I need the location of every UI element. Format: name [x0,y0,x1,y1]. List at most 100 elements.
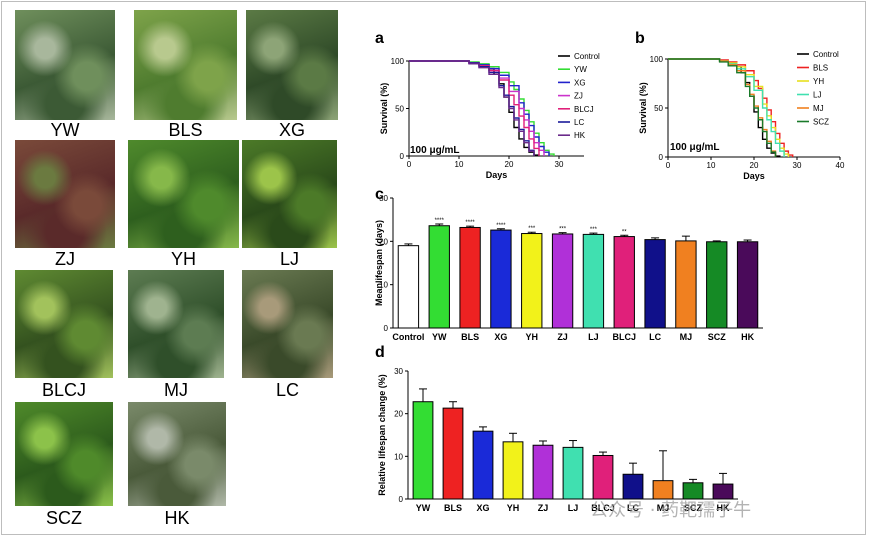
y-tick-label: 50 [654,104,663,113]
series-line-hk [409,60,535,156]
category-label: ZJ [538,503,549,513]
x-tick-label: 0 [407,160,412,169]
category-label: LJ [588,332,599,342]
bar-zj [551,233,574,329]
tea-photo-label: HK [164,508,190,528]
tea-photo-label: LC [275,380,299,400]
tea-photo-mj [128,270,224,378]
x-tick-label: 30 [555,160,564,169]
y-tick-label: 30 [379,194,388,203]
series-line-lc [409,60,535,156]
panel-letter-d: d [375,344,385,361]
y-axis-title: Survival (%) [638,82,648,134]
category-label: MJ [657,503,670,513]
tea-photo-blcj [15,270,113,378]
y-tick-label: 100 [650,55,664,64]
category-label: LJ [568,503,579,513]
panel-a-concentration: 100 μg/mL [410,145,459,156]
tea-photo-yw [15,10,115,120]
y-tick-label: 10 [394,452,403,461]
category-label: MJ [680,332,693,342]
category-label: Control [392,332,424,342]
bar-mj [675,240,697,329]
tea-photo-label: XG [278,120,305,140]
category-label: ZJ [557,332,568,342]
significance-marker: *** [590,227,598,233]
bar-yw [412,401,434,500]
tea-photo-lj [242,140,337,248]
tea-photo-label: ZJ [55,249,75,269]
mean-lifespan-chart: 0 10 20 30 Meanlifespan (days) Control YW **** B… [374,194,763,342]
significance-marker: **** [435,218,445,224]
bar-bls [459,226,481,329]
tea-photo-yh [128,140,239,248]
bar-lj [582,233,605,329]
x-tick-label: 40 [836,161,845,170]
tea-photo-xg [246,10,338,120]
category-label: YW [416,503,431,513]
y-tick-label: 20 [379,237,388,246]
category-label: XG [476,503,489,513]
category-label: YW [432,332,447,342]
bar-hk [736,241,759,329]
category-label: BLCJ [591,503,615,513]
watermark: 公众号 · 药靶孺子牛 [590,500,752,521]
category-label: LC [649,332,661,342]
series-line-xg [409,60,550,156]
series-line-scz [668,58,777,157]
category-label: LC [627,503,639,513]
y-tick-label: 20 [394,410,403,419]
category-label: YH [525,332,538,342]
bar-lj [562,446,584,500]
tea-photo-bls [134,10,237,120]
legend-label: MJ [813,104,824,113]
category-label: BLS [461,332,479,342]
significance-marker: **** [496,223,506,229]
bar-control [397,245,420,329]
bar-yh [502,441,524,500]
legend-label: Control [574,52,600,61]
category-label: SCZ [684,503,703,513]
significance-marker: *** [528,226,536,232]
bar-xg [472,430,494,500]
legend-label: BLS [813,64,828,73]
category-label: XG [494,332,507,342]
series-line-mj [668,58,777,157]
bar-blcj [592,454,614,500]
legend-label: LC [574,118,584,127]
y-tick-label: 50 [395,105,404,114]
significance-marker: **** [465,220,475,226]
category-label: YH [507,503,520,513]
category-label: BLCJ [612,332,636,342]
x-tick-label: 0 [666,161,671,170]
category-label: BLS [444,503,462,513]
series-line-yw [409,60,555,156]
panel-letter-b: b [635,30,645,47]
y-tick-label: 0 [400,152,405,161]
legend-label: ZJ [574,92,583,101]
tea-photo-label: LJ [279,249,299,269]
y-tick-label: 10 [379,281,388,290]
panel-letter-c: c [375,186,384,203]
legend-label: HK [574,131,586,140]
bar-bls [442,407,464,500]
legend-label: XG [574,78,586,87]
category-label: SCZ [708,332,727,342]
bar-yh [521,233,543,329]
category-label: HK [717,503,730,513]
significance-marker: ** [622,229,627,235]
y-tick-label: 100 [391,57,405,66]
category-label: HK [741,332,754,342]
legend-label: LJ [813,91,821,100]
legend-label: YH [813,77,824,86]
tea-photo-label: SCZ [46,508,82,528]
y-tick-label: 0 [384,324,389,333]
tea-photo-label: MJ [164,380,188,400]
y-axis-title: Meanlifespan (days) [374,220,384,306]
legend-label: YW [574,65,587,74]
x-axis-title: Days [486,170,508,180]
y-axis-title: Survival (%) [379,83,389,135]
x-tick-label: 30 [793,161,802,170]
